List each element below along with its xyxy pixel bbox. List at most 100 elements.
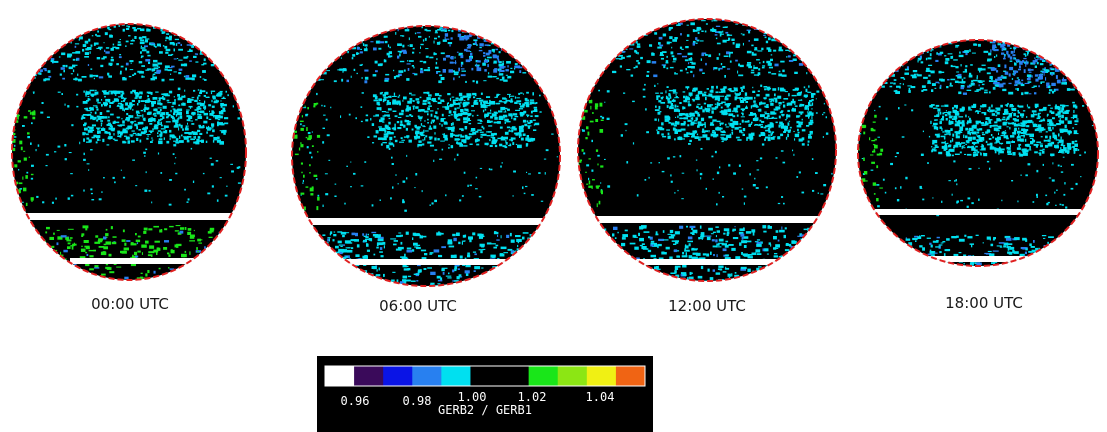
ratio-pixel [434,199,437,203]
ratio-pixel [25,175,28,179]
ratio-pixel [101,278,106,280]
ratio-pixel [211,99,213,103]
ratio-pixel [165,39,167,42]
ratio-pixel [244,260,246,263]
ratio-pixel [634,236,638,238]
ratio-pixel [325,193,329,196]
ratio-pixel [464,281,469,284]
ratio-pixel [837,91,838,93]
ratio-pixel [307,284,313,286]
ratio-pixel [162,116,165,119]
ratio-pixel [586,183,589,185]
ratio-pixel [191,77,195,81]
ratio-pixel [216,139,221,143]
ratio-pixel [137,133,142,136]
ratio-pixel [658,36,663,40]
ratio-pixel [513,170,516,173]
ratio-pixel [150,131,153,134]
ratio-pixel [549,280,554,283]
ratio-pixel [448,245,455,248]
ratio-pixel [420,70,424,74]
ratio-pixel [133,120,137,122]
ratio-pixel [468,133,474,136]
ratio-pixel [12,230,14,234]
ratio-pixel [122,92,125,95]
ratio-pixel [28,156,30,158]
ratio-pixel [208,236,213,238]
ratio-pixel [158,140,162,144]
ratio-pixel [129,69,134,71]
ratio-pixel [1083,54,1086,56]
ratio-pixel [601,232,606,236]
ratio-pixel [752,112,756,116]
ratio-pixel [722,137,727,141]
ratio-pixel [708,130,710,133]
ratio-pixel [318,26,323,28]
ratio-pixel [145,100,150,103]
ratio-pixel [612,71,617,74]
ratio-pixel [74,263,77,266]
ratio-pixel [46,116,50,118]
ratio-pixel [596,186,599,189]
ratio-pixel [597,271,599,273]
ratio-pixel [925,57,928,61]
ratio-pixel [753,100,756,103]
ratio-pixel [450,56,454,60]
ratio-pixel [68,66,73,70]
ratio-pixel [616,42,619,45]
ratio-pixel [158,123,161,125]
ratio-pixel [466,46,471,49]
ratio-pixel [758,124,761,127]
ratio-pixel [379,247,383,250]
ratio-pixel [588,68,590,71]
ratio-pixel [119,106,124,110]
ratio-pixel [104,49,106,52]
ratio-pixel [458,76,460,78]
ratio-pixel [474,139,479,142]
ratio-pixel [306,146,309,149]
ratio-pixel [17,160,21,163]
ratio-pixel [442,69,446,73]
ratio-pixel [292,23,294,25]
ratio-pixel [625,48,628,50]
ratio-pixel [179,140,184,143]
ratio-pixel [304,49,306,52]
ratio-pixel [216,45,220,49]
ratio-pixel [737,139,742,141]
panel-06utc: 06:00 UTC [290,22,562,315]
ratio-pixel [533,129,537,131]
ratio-pixel [459,128,464,130]
ratio-pixel [795,245,798,249]
ratio-pixel [99,47,102,51]
ratio-pixel [777,32,780,35]
ratio-pixel [293,36,296,39]
ratio-pixel [399,287,404,289]
ratio-pixel [112,100,115,103]
ratio-pixel [362,240,365,243]
ratio-pixel [604,52,608,54]
ratio-pixel [809,27,812,29]
ratio-pixel [691,226,694,230]
ratio-pixel [811,132,813,135]
ratio-pixel [82,101,88,104]
ratio-pixel [545,289,548,290]
ratio-pixel [736,97,740,99]
ratio-pixel [22,125,25,127]
ratio-pixel [517,244,519,248]
ratio-pixel [67,246,71,249]
ratio-pixel [685,96,689,98]
ratio-pixel [483,102,486,105]
ratio-pixel [639,226,644,230]
ratio-pixel [430,121,433,124]
ratio-pixel [586,126,589,130]
ratio-pixel [787,277,791,280]
ratio-pixel [189,48,191,50]
ratio-pixel [302,26,308,28]
ratio-pixel [654,32,658,35]
ratio-pixel [784,249,790,252]
ratio-pixel [716,102,719,106]
ratio-pixel [738,63,740,67]
ratio-pixel [625,17,628,18]
ratio-pixel [728,113,734,116]
ratio-pixel [617,33,622,36]
